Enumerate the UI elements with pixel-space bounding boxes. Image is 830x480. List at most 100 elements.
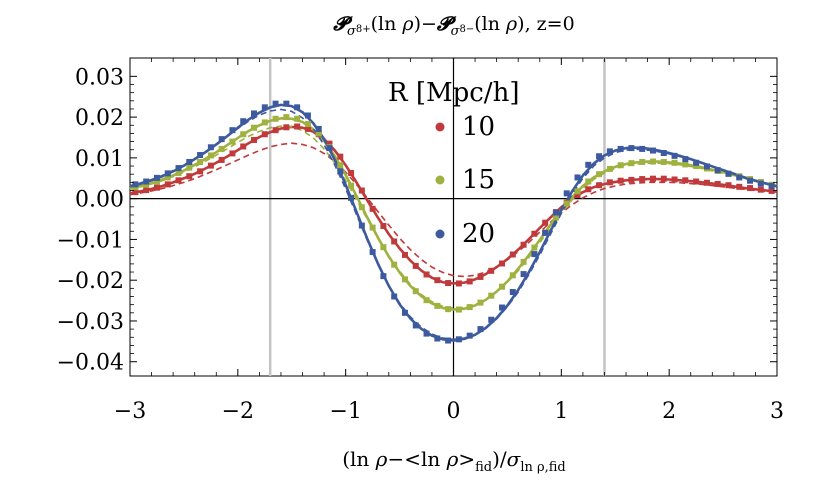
series-20-point — [434, 335, 441, 342]
series-20-point — [725, 170, 732, 177]
series-10-point — [229, 150, 236, 157]
series-20-point — [574, 174, 581, 181]
series-10-point — [542, 219, 549, 226]
series-10-point — [251, 136, 258, 143]
legend-title: R [Mpc/h] — [388, 78, 519, 108]
series-20-solid-line — [129, 103, 778, 342]
series-10-point — [283, 124, 290, 131]
series-10-point — [703, 179, 710, 186]
series-15-point — [563, 200, 570, 207]
series-20-point — [369, 249, 376, 256]
series-15-point — [229, 138, 236, 145]
series-15-point — [391, 261, 398, 268]
series-20-point — [617, 145, 624, 152]
series-15-point — [520, 258, 527, 265]
series-10-point — [164, 181, 171, 188]
series-15-point — [251, 124, 258, 131]
series-20-point — [757, 180, 764, 187]
series-10-point — [585, 186, 592, 193]
series-20-point — [315, 125, 322, 132]
series-15-point — [358, 204, 365, 211]
series-15-point — [466, 304, 473, 311]
series-15-point — [186, 164, 193, 171]
x-tick-label: 3 — [770, 399, 784, 424]
series-20-point — [455, 336, 462, 343]
series-10-point — [391, 238, 398, 245]
legend-marker-15 — [435, 175, 445, 185]
series-20-point — [412, 322, 419, 329]
series-20-point — [251, 110, 258, 117]
series-10-point — [757, 186, 764, 193]
series-20-point — [682, 156, 689, 163]
y-tick-label: −0.02 — [57, 269, 124, 294]
series-10-point — [531, 230, 538, 237]
series-10-point — [261, 131, 268, 138]
series-10-solid-line — [129, 125, 778, 285]
series-15-point — [207, 152, 214, 159]
series-20-point — [197, 152, 204, 159]
series-20-point — [477, 326, 484, 333]
series-15-point — [315, 130, 322, 137]
y-tick-label: −0.01 — [57, 228, 124, 253]
series-20-point — [164, 170, 171, 177]
curves — [129, 103, 778, 342]
series-10-point — [466, 278, 473, 285]
series-20-point — [240, 118, 247, 125]
series-10-point — [337, 153, 344, 160]
series-20-point — [337, 168, 344, 175]
series-15-point — [401, 276, 408, 283]
series-10-point — [186, 173, 193, 180]
series-15-point — [617, 162, 624, 169]
x-tick-label: −1 — [329, 399, 361, 424]
series-10-point — [434, 277, 441, 284]
series-15-point — [153, 178, 160, 185]
series-15-point — [143, 181, 150, 188]
series-20-point — [380, 273, 387, 280]
series-10-point — [304, 125, 311, 132]
series-15-point — [649, 158, 656, 165]
series-20-point — [132, 181, 139, 188]
y-tick-label: −0.04 — [57, 351, 124, 376]
series-10-point — [671, 176, 678, 183]
series-15-point — [509, 272, 516, 279]
series-20-point — [261, 104, 268, 111]
series-20-point — [175, 165, 182, 172]
series-15-point — [272, 115, 279, 122]
series-20-point — [229, 127, 236, 134]
series-20-point — [768, 183, 775, 190]
series-15-point — [585, 178, 592, 185]
y-tick-label: 0.01 — [75, 147, 124, 172]
series-20-point — [671, 152, 678, 159]
series-10-point — [628, 176, 635, 183]
series-10-point — [596, 182, 603, 189]
series-10-point — [725, 182, 732, 189]
series-10-point — [207, 162, 214, 169]
legend: R [Mpc/h] 10 15 20 — [388, 78, 519, 249]
series-15-point — [240, 131, 247, 138]
series-20-point — [509, 289, 516, 296]
series-15-point — [294, 115, 301, 122]
series-10-point — [412, 262, 419, 269]
series-10-point — [606, 179, 613, 186]
series-20-point — [639, 145, 646, 152]
series-15-point — [423, 297, 430, 304]
series-20-point — [747, 177, 754, 184]
series-15-point — [499, 283, 506, 290]
series-20-point — [391, 293, 398, 300]
series-10-point — [509, 251, 516, 258]
chart-title: 𝓟σ8+(ln ρ)−𝓟σ8−(ln ρ), z=0 — [333, 13, 574, 39]
series-10-point — [197, 168, 204, 175]
legend-label-15: 15 — [462, 165, 495, 195]
series-20-point — [563, 190, 570, 197]
series-20-point — [186, 158, 193, 165]
series-20-point — [304, 112, 311, 119]
series-20-point — [218, 136, 225, 143]
series-20-point — [423, 330, 430, 337]
series-20-point — [628, 145, 635, 152]
legend-marker-20 — [435, 229, 445, 239]
series-10-point — [736, 183, 743, 190]
series-10-point — [358, 187, 365, 194]
series-15-point — [628, 160, 635, 167]
series-10-point — [639, 176, 646, 183]
